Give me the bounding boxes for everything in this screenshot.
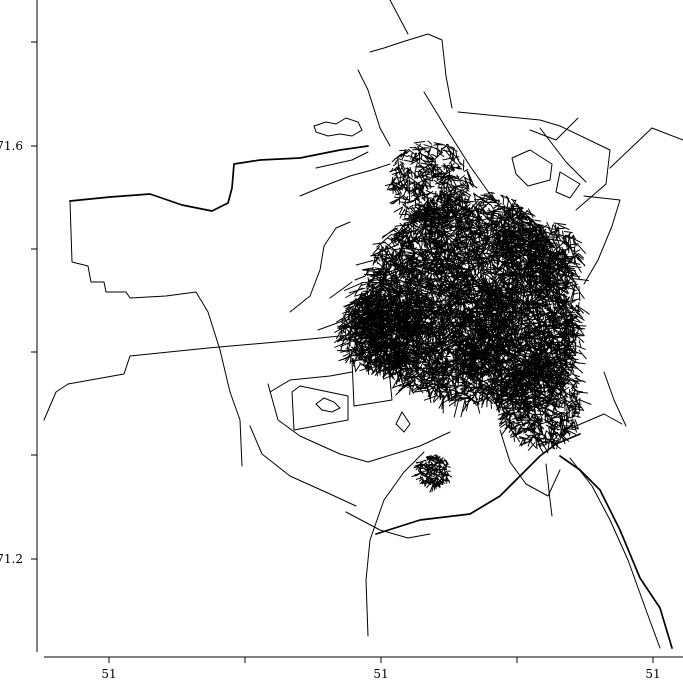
street-segments (488, 220, 586, 292)
street-segments (384, 140, 478, 232)
river-outline (315, 397, 341, 413)
north-east-line-2 (539, 127, 587, 183)
south-west-road (43, 333, 361, 421)
street-segments (494, 354, 592, 454)
western-spur (289, 221, 351, 313)
north-west-road-2 (315, 151, 369, 169)
south-west-loop-2 (267, 383, 451, 463)
street-segments (334, 289, 425, 379)
north-road-2 (389, 0, 409, 35)
water-features (313, 117, 411, 433)
y-tick-label-top: 71.6 (0, 139, 23, 153)
south-road (365, 451, 425, 637)
plot-boundary (291, 385, 349, 431)
south-east-highway-2 (569, 457, 661, 649)
x-tick-label-center: 51 (373, 667, 388, 681)
western-boundary-road (69, 200, 243, 467)
western-loop-road (69, 145, 369, 212)
north-west-road (299, 163, 391, 197)
south-ring-road-2 (345, 511, 431, 539)
south-west-loop-3 (269, 371, 353, 393)
east-link (575, 413, 623, 427)
pond-outline (313, 117, 363, 137)
y-tick-label-bottom: 71.2 (0, 552, 23, 566)
stream-outline (395, 411, 411, 433)
south-east-loop (499, 429, 561, 497)
x-tick-label-left: 51 (101, 667, 116, 681)
south-east-highway (559, 455, 673, 649)
far-east-road (583, 195, 621, 285)
north-east-line (529, 117, 579, 141)
street-segments (411, 454, 453, 493)
east-highway (603, 371, 627, 427)
south-east-spur (545, 463, 553, 517)
north-east-spur (609, 127, 683, 169)
north-east-block (511, 149, 553, 187)
north-road (369, 33, 453, 109)
north-east-block-2 (555, 171, 581, 199)
south-ring-road (375, 433, 581, 535)
south-west-loop (249, 425, 357, 507)
x-tick-label-right: 51 (645, 667, 660, 681)
north-east-road (457, 111, 611, 211)
urban-core-streets (334, 140, 592, 454)
western-spur-2 (329, 281, 353, 299)
south-district-streets (411, 454, 453, 493)
north-branch (357, 69, 391, 147)
street-segments (397, 190, 546, 280)
